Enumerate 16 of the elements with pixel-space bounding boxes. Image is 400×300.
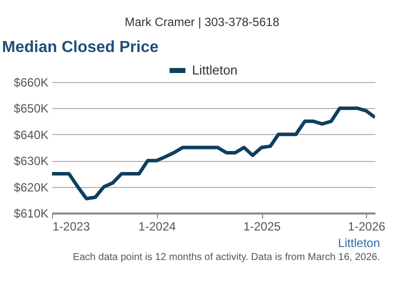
x-tick-label: 1-2023 [52, 220, 90, 234]
text: Mark Cramer | 303-378-5618 [124, 15, 280, 29]
x-tick-label: 1-2025 [243, 220, 282, 234]
text: Littleton [338, 236, 380, 250]
text: Each data point is 12 months of activity. Data is from March 16, 2026. [72, 252, 380, 263]
y-tick-label: $650K [14, 102, 48, 116]
x-tick-label: 1-2024 [138, 220, 176, 234]
y-tick-label: $660K [14, 76, 48, 90]
y-tick-label: $620K [14, 180, 48, 194]
y-tick-label: $610K [14, 206, 48, 220]
x-tick-label: 1-2026 [348, 220, 386, 234]
y-tick-label: $630K [14, 154, 48, 168]
line-series [52, 106, 375, 200]
legend-label: Littleton [192, 62, 238, 78]
chart-title: Median Closed Price [2, 39, 159, 56]
y-tick-label: $640K [14, 128, 48, 142]
